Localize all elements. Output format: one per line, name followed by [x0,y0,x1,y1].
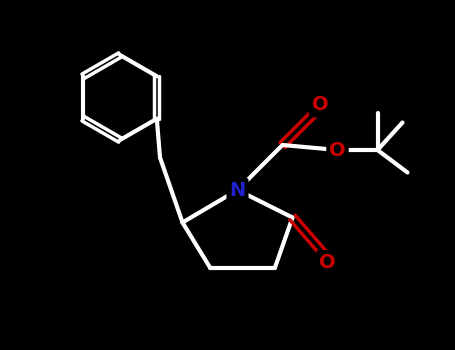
Text: O: O [329,140,346,160]
Text: N: N [229,181,246,199]
Text: O: O [312,96,329,114]
Text: O: O [319,253,336,272]
